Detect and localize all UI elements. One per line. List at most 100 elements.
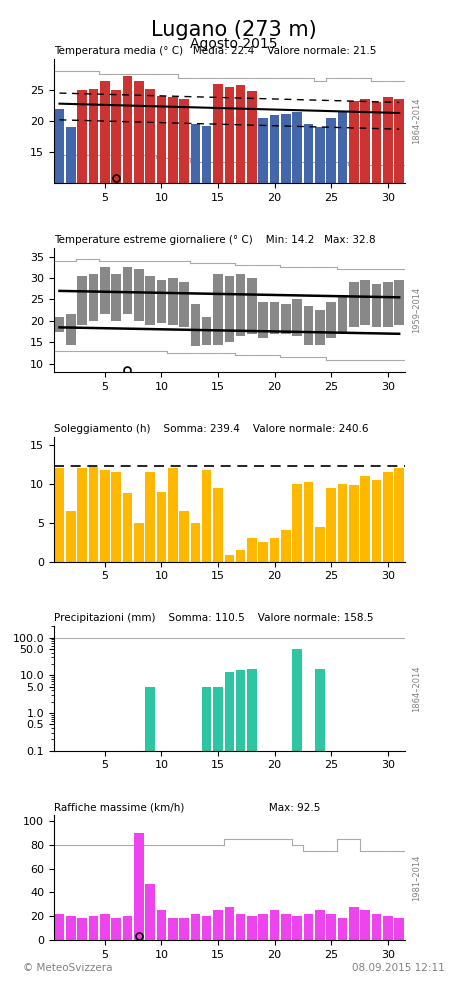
Bar bbox=[88, 916, 98, 940]
Bar bbox=[190, 304, 200, 346]
Bar bbox=[213, 274, 223, 344]
Bar bbox=[190, 523, 200, 561]
Bar bbox=[258, 301, 268, 338]
Bar bbox=[326, 301, 336, 338]
Bar bbox=[55, 468, 64, 561]
Bar bbox=[270, 539, 279, 561]
Bar bbox=[281, 913, 291, 940]
Bar bbox=[134, 80, 144, 245]
Bar bbox=[247, 916, 257, 940]
Bar bbox=[304, 913, 314, 940]
Bar bbox=[213, 488, 223, 561]
Bar bbox=[360, 99, 370, 245]
Bar bbox=[225, 906, 234, 940]
Text: Lugano (273 m): Lugano (273 m) bbox=[151, 20, 317, 39]
Bar bbox=[111, 90, 121, 245]
Bar bbox=[338, 112, 347, 245]
Bar bbox=[225, 672, 234, 981]
Bar bbox=[202, 687, 212, 981]
Bar bbox=[111, 918, 121, 940]
Bar bbox=[349, 101, 358, 245]
Bar bbox=[247, 278, 257, 334]
Bar bbox=[77, 90, 87, 245]
Bar bbox=[134, 270, 144, 321]
Bar bbox=[157, 96, 166, 245]
Bar bbox=[157, 281, 166, 323]
Bar bbox=[168, 97, 177, 245]
Bar bbox=[270, 115, 279, 245]
Bar bbox=[202, 470, 212, 561]
Bar bbox=[213, 910, 223, 940]
Bar bbox=[383, 97, 393, 245]
Bar bbox=[247, 669, 257, 981]
Bar bbox=[77, 468, 87, 561]
Bar bbox=[66, 511, 76, 561]
Bar bbox=[190, 913, 200, 940]
Bar bbox=[360, 910, 370, 940]
Bar bbox=[326, 913, 336, 940]
Bar bbox=[304, 125, 314, 245]
Bar bbox=[55, 109, 64, 245]
Bar bbox=[55, 317, 64, 332]
Bar bbox=[202, 317, 212, 344]
Bar bbox=[236, 550, 245, 561]
Bar bbox=[281, 531, 291, 561]
Bar bbox=[315, 527, 325, 561]
Bar bbox=[145, 276, 155, 326]
Text: 1981–2014: 1981–2014 bbox=[412, 854, 421, 901]
Bar bbox=[100, 913, 110, 940]
Bar bbox=[395, 281, 404, 326]
Bar bbox=[372, 284, 381, 328]
Bar bbox=[145, 687, 155, 981]
Bar bbox=[225, 555, 234, 561]
Bar bbox=[326, 118, 336, 245]
Bar bbox=[168, 278, 177, 326]
Bar bbox=[213, 83, 223, 245]
Bar bbox=[292, 916, 302, 940]
Bar bbox=[225, 87, 234, 245]
Bar bbox=[349, 906, 358, 940]
Bar bbox=[395, 918, 404, 940]
Bar bbox=[190, 125, 200, 245]
Bar bbox=[157, 910, 166, 940]
Bar bbox=[88, 274, 98, 321]
Bar bbox=[100, 267, 110, 315]
Bar bbox=[202, 916, 212, 940]
Text: 1959–2014: 1959–2014 bbox=[412, 287, 421, 334]
Bar bbox=[338, 484, 347, 561]
Bar bbox=[66, 128, 76, 245]
Bar bbox=[360, 476, 370, 561]
Bar bbox=[123, 77, 132, 245]
Bar bbox=[236, 274, 245, 336]
Bar bbox=[157, 491, 166, 561]
Bar bbox=[304, 306, 314, 344]
Bar bbox=[349, 283, 358, 328]
Bar bbox=[100, 80, 110, 245]
Bar bbox=[77, 276, 87, 326]
Bar bbox=[123, 916, 132, 940]
Bar bbox=[258, 118, 268, 245]
Bar bbox=[100, 470, 110, 561]
Bar bbox=[179, 918, 189, 940]
Bar bbox=[338, 297, 347, 334]
Bar bbox=[395, 99, 404, 245]
Bar bbox=[349, 486, 358, 561]
Bar bbox=[145, 88, 155, 245]
Bar bbox=[292, 299, 302, 336]
Bar bbox=[55, 913, 64, 940]
Text: Temperatura media (° C)   Media: 22.4    Valore normale: 21.5: Temperatura media (° C) Media: 22.4 Valo… bbox=[54, 46, 376, 56]
Text: Raffiche massime (km/h)                          Max: 92.5: Raffiche massime (km/h) Max: 92.5 bbox=[54, 802, 320, 812]
Bar bbox=[372, 480, 381, 561]
Bar bbox=[66, 916, 76, 940]
Text: 08.09.2015 12:11: 08.09.2015 12:11 bbox=[352, 963, 445, 973]
Bar bbox=[383, 283, 393, 328]
Bar bbox=[134, 523, 144, 561]
Bar bbox=[88, 467, 98, 561]
Text: 1864–2014: 1864–2014 bbox=[412, 98, 421, 144]
Text: Soleggiamento (h)    Somma: 239.4    Valore normale: 240.6: Soleggiamento (h) Somma: 239.4 Valore no… bbox=[54, 424, 368, 435]
Bar bbox=[383, 916, 393, 940]
Bar bbox=[134, 833, 144, 940]
Bar bbox=[236, 85, 245, 245]
Bar bbox=[281, 304, 291, 334]
Bar bbox=[270, 301, 279, 334]
